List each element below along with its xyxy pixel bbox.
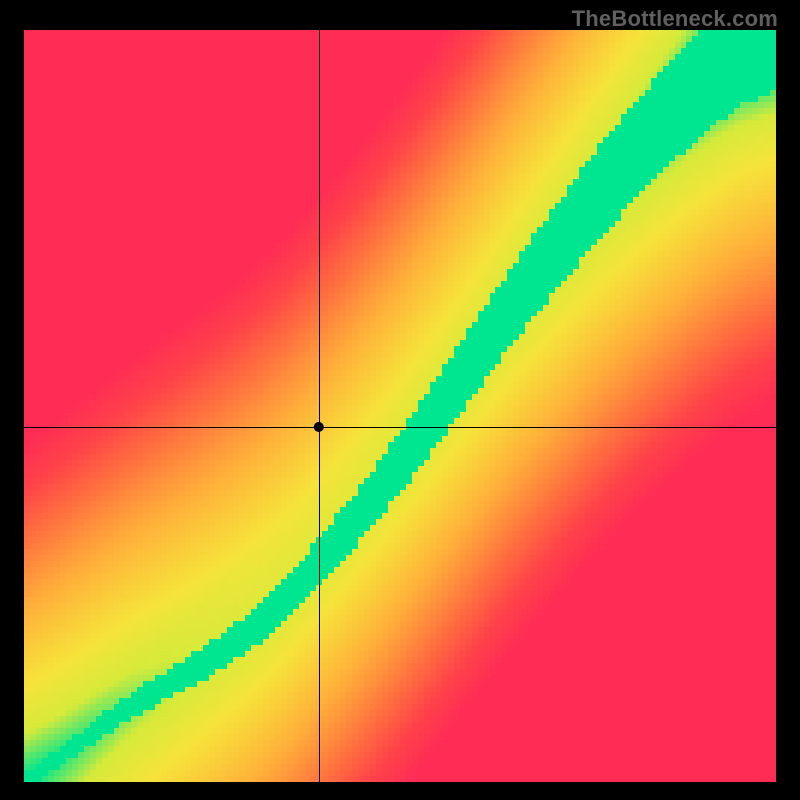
- watermark-text: TheBottleneck.com: [572, 6, 778, 32]
- heatmap-canvas: [0, 0, 800, 800]
- chart-container: TheBottleneck.com: [0, 0, 800, 800]
